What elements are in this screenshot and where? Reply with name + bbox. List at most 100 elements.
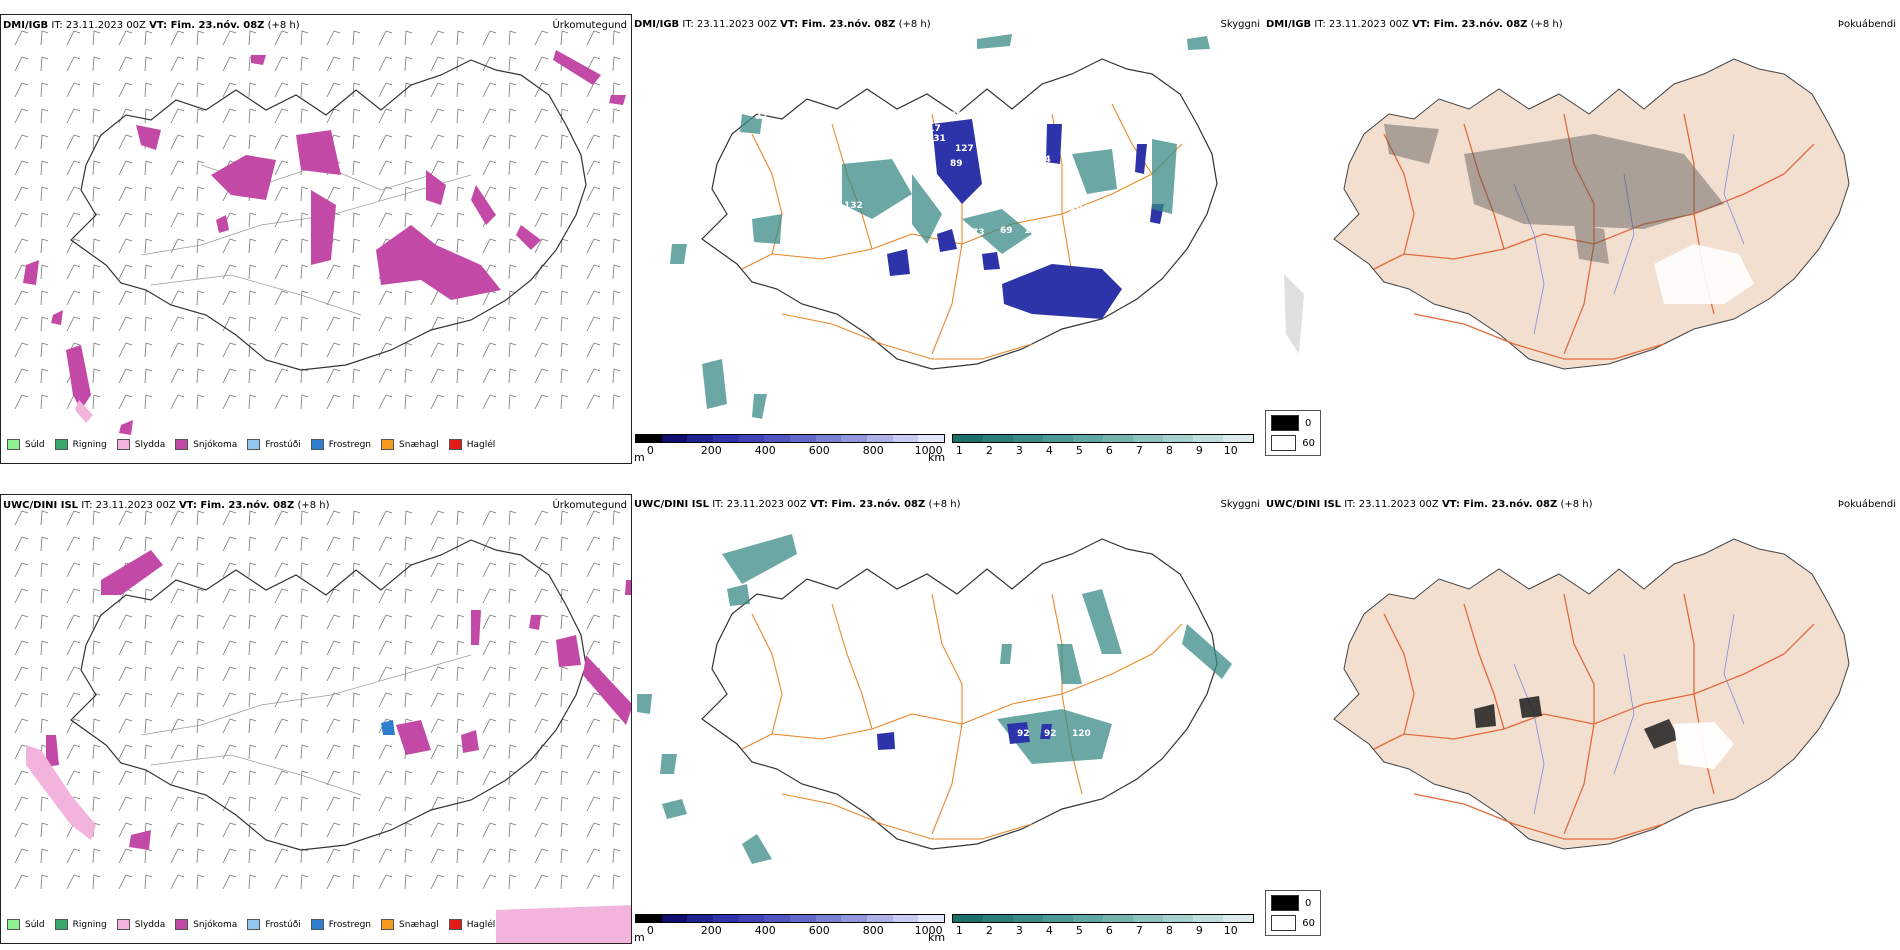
wind-barb: [170, 342, 185, 358]
wind-barb: [92, 290, 101, 306]
scale-segment: [790, 435, 816, 442]
wind-barb: [456, 238, 465, 254]
wind-barb: [586, 536, 601, 552]
wind-barb: [144, 394, 153, 410]
wind-barb: [196, 56, 205, 72]
wind-barb: [378, 874, 393, 890]
wind-barb: [248, 848, 257, 864]
wind-barb: [352, 770, 361, 786]
wind-barb: [300, 614, 309, 630]
wind-barb: [300, 316, 309, 332]
wind-barb: [586, 562, 601, 578]
wind-barb: [222, 562, 237, 578]
wind-barb: [118, 692, 133, 708]
wind-barb: [508, 394, 517, 410]
wind-barb: [456, 562, 465, 578]
wind-barb: [456, 134, 465, 150]
wind-barb: [170, 770, 185, 786]
wind-barb: [300, 536, 309, 552]
wind-barb: [14, 368, 29, 384]
wind-barb: [222, 316, 237, 332]
wind-barb: [196, 342, 205, 358]
wind-barb: [560, 822, 569, 838]
wind-barb: [560, 82, 569, 98]
legend-swatch: [7, 439, 20, 450]
scale-segment: [815, 915, 842, 922]
wind-barb: [144, 666, 153, 682]
wind-barb: [14, 640, 29, 656]
wind-barb: [170, 562, 185, 578]
wind-barb: [170, 134, 185, 150]
scale-segment: [790, 915, 816, 922]
wind-barb: [222, 238, 237, 254]
wind-barb: [430, 692, 445, 708]
wind-barb: [352, 186, 361, 202]
wind-barb: [274, 264, 289, 280]
wind-barb: [222, 770, 237, 786]
wind-barb: [144, 238, 153, 254]
wind-barb: [404, 614, 413, 630]
wind-barb: [508, 82, 517, 98]
wind-barb: [456, 368, 465, 384]
wind-barb: [196, 264, 205, 280]
wind-barb: [274, 186, 289, 202]
wind-barb: [404, 186, 413, 202]
wind-barb: [14, 536, 29, 552]
wind-barb: [482, 588, 497, 604]
wind-barb: [196, 134, 205, 150]
wind-barb: [534, 394, 549, 410]
wind-barb: [118, 640, 133, 656]
scale-segment: [764, 915, 791, 922]
wind-barb: [534, 56, 549, 72]
legend-item-frostudi: Frostúði: [247, 439, 301, 450]
wind-barb: [248, 562, 257, 578]
wind-barb: [534, 290, 549, 306]
wind-barb: [352, 640, 361, 656]
legend-item-slydda: Slydda: [116, 439, 165, 450]
wind-barb: [40, 368, 49, 384]
scale-segment: [953, 435, 983, 442]
wind-barb: [482, 562, 497, 578]
wind-barb: [92, 536, 101, 552]
wind-barb: [326, 290, 341, 306]
wind-barb: [196, 614, 205, 630]
tick: 2: [985, 924, 993, 937]
scale-segment: [841, 435, 868, 442]
wind-barb: [534, 134, 549, 150]
wind-barb: [66, 536, 81, 552]
wind-barb: [456, 588, 465, 604]
wind-barb: [404, 82, 413, 98]
wind-barb: [456, 316, 465, 332]
wind-barb: [456, 510, 465, 526]
wind-barb: [586, 718, 601, 734]
wind-barb: [482, 692, 497, 708]
wind-barb: [612, 666, 621, 682]
wind-barb: [92, 186, 101, 202]
fog-shading: [1384, 124, 1724, 264]
wind-barb: [66, 588, 81, 604]
iceland-outline: [701, 58, 1218, 370]
wind-barb: [66, 30, 81, 46]
wind-barb: [508, 770, 517, 786]
wind-barb: [586, 510, 601, 526]
fog-scale-item: 0: [1271, 895, 1315, 911]
wind-barb: [352, 796, 361, 812]
wind-barb: [378, 770, 393, 786]
wind-barb: [404, 640, 413, 656]
wind-barb: [40, 160, 49, 176]
wind-barb: [40, 212, 49, 228]
wind-barb: [430, 212, 445, 228]
wind-barb: [248, 316, 257, 332]
wind-barb: [40, 692, 49, 708]
wind-barb: [40, 614, 49, 630]
wind-barb: [144, 342, 153, 358]
wind-barb: [508, 264, 517, 280]
wind-barb: [430, 796, 445, 812]
wind-barb: [274, 822, 289, 838]
scale-ticks-m: 0 200 400 600 800 1000: [635, 923, 945, 937]
fog-scale-item: 60: [1271, 915, 1315, 931]
wind-barb: [144, 186, 153, 202]
tick: 6: [1105, 924, 1113, 937]
wind-barb: [612, 186, 621, 202]
visibility-scale-m: m 0 200 400 600 800 1000: [634, 914, 945, 944]
